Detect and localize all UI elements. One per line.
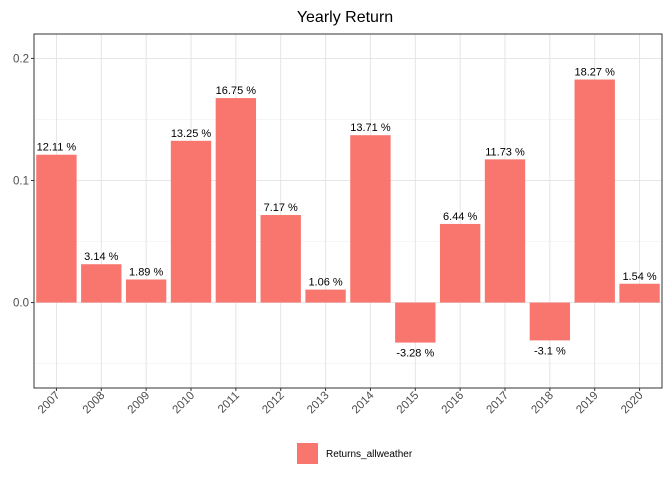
x-tick-label-2016: 2016 [440,390,467,417]
bar-2017 [484,159,526,303]
data-label-2009: 1.89 % [129,266,163,278]
x-tick-label-2015: 2015 [395,390,422,417]
y-tick-label: 0.0 [13,298,29,310]
data-label-2010: 13.25 % [171,128,212,140]
bar-2013 [305,289,346,303]
data-label-2008: 3.14 % [84,251,118,263]
bar-2020 [619,283,660,303]
x-tick-label-2013: 2013 [305,390,332,417]
bars-group [36,79,660,343]
bar-2010 [170,140,212,303]
legend-label: Returns_allweather [326,449,413,460]
grid-minor-lines [34,119,662,364]
data-label-2007: 12.11 % [37,142,77,154]
y-tick-label: 0.1 [13,175,29,187]
x-axis: 2007 2008 2009 2010 2011 2012 2013 2014 2015 2016… [36,388,646,416]
bar-2019 [574,79,615,303]
x-tick-label-2010: 2010 [171,390,198,417]
data-labels-group: 12.11 % 3.14 % 1.89 % 13.25 % 16.75 % 7.17 % 1… [37,67,657,360]
x-tick-label-2007: 2007 [36,390,63,417]
panel-border [33,33,663,389]
x-tick-label-2017: 2017 [485,390,512,417]
data-label-2017: 11.73 % [485,146,525,158]
x-tick-label-2018: 2018 [529,390,556,417]
data-label-2012: 7.17 % [264,202,298,214]
bar-2007 [36,154,77,303]
legend-key-swatch [297,443,318,464]
data-label-2018: -3.1 % [534,345,566,357]
data-label-2016: 6.44 % [443,211,477,223]
x-tick-label-2008: 2008 [81,390,108,417]
legend: Returns_allweather [297,443,413,464]
y-tick-label: 0.2 [13,53,29,65]
x-tick-label-2012: 2012 [260,390,287,417]
bar-2014 [350,135,391,303]
x-tick-label-2011: 2011 [216,390,242,416]
data-label-2020: 1.54 % [622,271,656,283]
x-tick-label-2019: 2019 [574,390,601,417]
bar-2008 [81,264,122,303]
data-label-2013: 1.06 % [308,277,342,289]
y-axis: 0.0 0.1 0.2 [13,53,34,310]
bar-2012 [260,215,301,303]
bar-2015 [395,302,436,343]
data-label-2015: -3.28 % [396,348,434,360]
data-label-2014: 13.71 % [350,122,391,134]
chart-title: Yearly Return [297,9,393,26]
x-tick-label-2020: 2020 [619,390,646,417]
data-label-2019: 18.27 % [575,67,616,79]
x-tick-label-2014: 2014 [350,389,377,416]
data-label-2011: 16.75 % [216,85,257,97]
x-tick-label-2009: 2009 [126,390,153,417]
bar-2011 [215,98,257,303]
bar-2016 [439,223,481,303]
bar-2018 [529,302,571,341]
bar-2009 [125,279,167,303]
